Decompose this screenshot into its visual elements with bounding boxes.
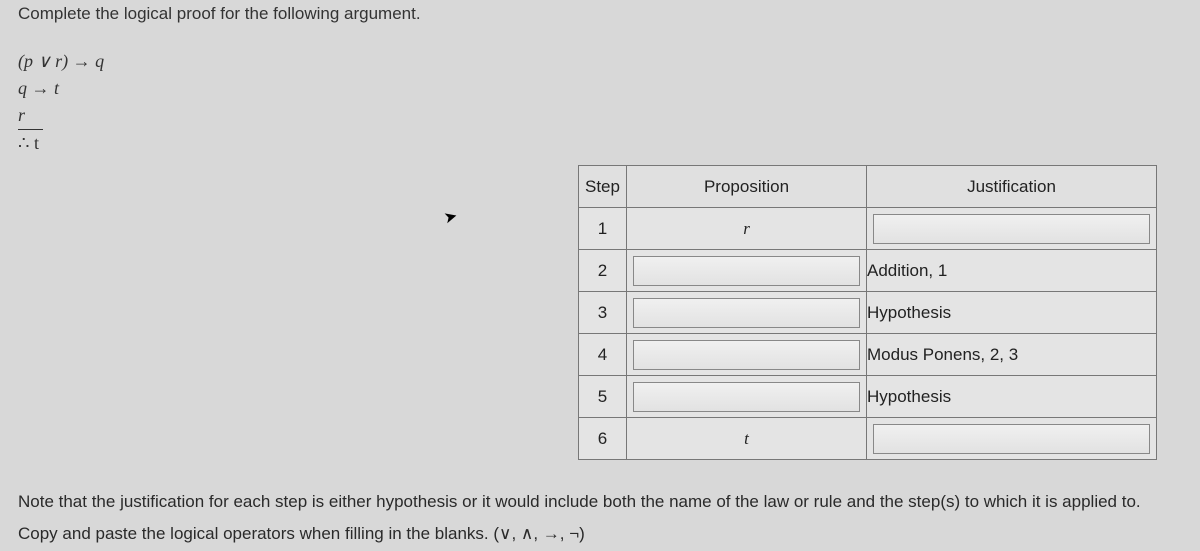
proposition-input[interactable] — [633, 382, 860, 412]
premise-1: (p ∨ r) → q — [18, 48, 1182, 75]
proposition-cell — [627, 250, 867, 292]
justification-input[interactable] — [873, 424, 1150, 454]
proposition-cell — [627, 376, 867, 418]
header-step: Step — [579, 166, 627, 208]
note-line-2: Copy and paste the logical operators whe… — [18, 518, 1182, 550]
header-proposition: Proposition — [627, 166, 867, 208]
proposition-input[interactable] — [633, 256, 860, 286]
proof-table: Step Proposition Justification 1r2 Additi… — [578, 165, 1157, 460]
justification-cell: Hypothesis — [867, 376, 1157, 418]
note-line-1: Note that the justification for each ste… — [18, 486, 1182, 518]
proposition-cell: t — [627, 418, 867, 460]
argument-block: (p ∨ r) → q q → t r ∴ t — [18, 48, 1182, 157]
step-number: 5 — [579, 376, 627, 418]
instruction-text: Complete the logical proof for the follo… — [18, 4, 1182, 24]
table-row: 3 Hypothesis — [579, 292, 1157, 334]
table-row: 2 Addition, 1 — [579, 250, 1157, 292]
table-header-row: Step Proposition Justification — [579, 166, 1157, 208]
table-row: 5 Hypothesis — [579, 376, 1157, 418]
proposition-cell: r — [627, 208, 867, 250]
justification-input[interactable] — [873, 214, 1150, 244]
proposition-cell — [627, 292, 867, 334]
table-row: 6t — [579, 418, 1157, 460]
premise-2: q → t — [18, 75, 1182, 102]
proposition-input[interactable] — [633, 298, 860, 328]
footer-note: Note that the justification for each ste… — [18, 486, 1182, 551]
step-number: 2 — [579, 250, 627, 292]
proposition-input[interactable] — [633, 340, 860, 370]
justification-cell — [867, 418, 1157, 460]
justification-cell: Modus Ponens, 2, 3 — [867, 334, 1157, 376]
step-number: 6 — [579, 418, 627, 460]
justification-cell: Addition, 1 — [867, 250, 1157, 292]
premise-3: r — [18, 102, 43, 130]
table-row: 1r — [579, 208, 1157, 250]
table-row: 4 Modus Ponens, 2, 3 — [579, 334, 1157, 376]
justification-cell: Hypothesis — [867, 292, 1157, 334]
conclusion: ∴ t — [18, 130, 1182, 157]
header-justification: Justification — [867, 166, 1157, 208]
proposition-cell — [627, 334, 867, 376]
step-number: 4 — [579, 334, 627, 376]
justification-cell — [867, 208, 1157, 250]
step-number: 3 — [579, 292, 627, 334]
step-number: 1 — [579, 208, 627, 250]
